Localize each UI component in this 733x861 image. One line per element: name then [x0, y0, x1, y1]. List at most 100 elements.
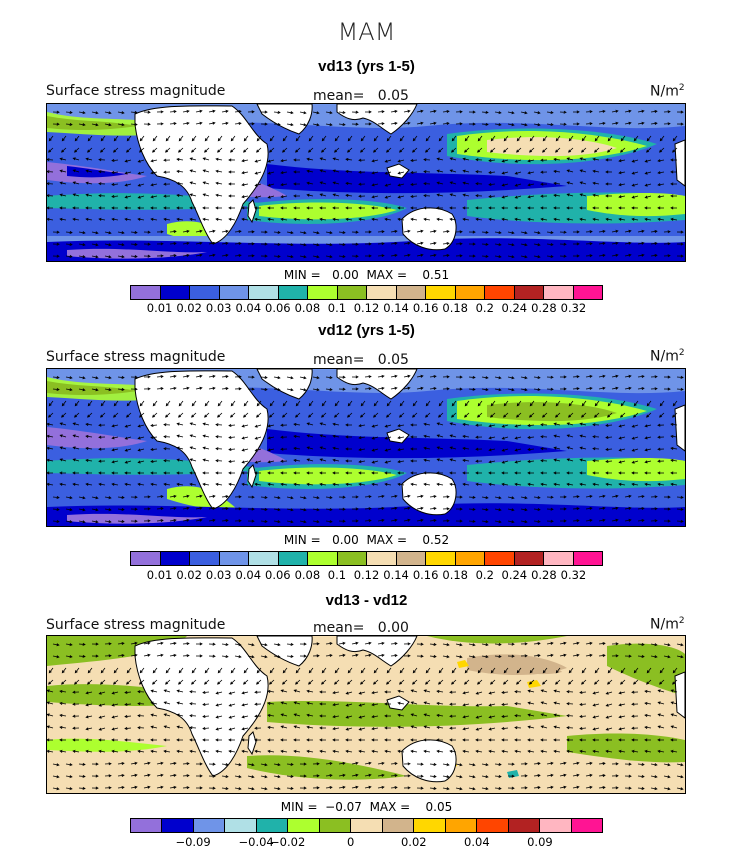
- stress-vector-arrow: [450, 147, 457, 153]
- stress-vector-arrow: [358, 460, 366, 464]
- stress-vector-arrow: [520, 786, 528, 790]
- stress-vector-arrow: [644, 701, 652, 705]
- stress-vector-arrow: [203, 679, 210, 685]
- stress-vector-arrow: [177, 412, 184, 418]
- stress-vector-arrow: [488, 170, 496, 175]
- stress-vector-arrow: [182, 774, 190, 778]
- stress-vector-arrow: [644, 471, 652, 475]
- stress-vector-arrow: [319, 193, 327, 197]
- stress-vector-arrow: [255, 679, 262, 685]
- stress-vector-arrow: [137, 482, 145, 486]
- stress-vector-arrow: [163, 689, 171, 693]
- stress-vector-arrow: [72, 726, 80, 730]
- stress-vector-arrow: [520, 123, 528, 127]
- stress-vector-arrow: [189, 157, 197, 161]
- stress-vector-arrow: [425, 667, 431, 674]
- stress-vector-arrow: [137, 171, 145, 175]
- stress-vector-arrow: [403, 241, 411, 245]
- stress-vector-arrow: [91, 231, 99, 235]
- stress-vector-arrow: [514, 206, 522, 210]
- stress-vector-arrow: [351, 773, 359, 777]
- stress-vector-arrow: [676, 643, 684, 647]
- stress-vector-arrow: [606, 412, 613, 418]
- stress-vector-arrow: [624, 374, 632, 378]
- stress-vector-arrow: [85, 738, 93, 742]
- stress-vector-arrow: [345, 749, 353, 753]
- stress-vector-arrow: [156, 761, 164, 765]
- stress-vector-arrow: [268, 412, 275, 418]
- stress-vector-arrow: [150, 701, 158, 705]
- stress-vector-arrow: [567, 147, 574, 153]
- stress-vector-arrow: [247, 387, 255, 391]
- stress-vector-arrow: [273, 655, 281, 659]
- stress-vector-arrow: [533, 243, 541, 247]
- stress-vector-arrow: [527, 701, 535, 705]
- stress-vector-arrow: [215, 206, 223, 210]
- stress-vector-arrow: [299, 654, 307, 658]
- stress-vector-arrow: [47, 679, 54, 685]
- stress-vector-arrow: [657, 206, 665, 210]
- stress-vector-arrow: [423, 217, 431, 221]
- stress-vector-arrow: [267, 183, 275, 187]
- stress-vector-arrow: [364, 242, 372, 246]
- stress-vector-arrow: [611, 374, 619, 378]
- stress-vector-arrow: [306, 725, 314, 729]
- stress-vector-arrow: [230, 135, 236, 142]
- stress-vector-arrow: [572, 641, 580, 645]
- stress-vector-arrow: [572, 507, 580, 511]
- stress-vector-arrow: [228, 738, 236, 742]
- stress-vector-arrow: [202, 422, 210, 426]
- stress-vector-arrow: [579, 422, 587, 426]
- stress-vector-arrow: [437, 412, 444, 418]
- stress-vector-arrow: [572, 387, 580, 391]
- stress-vector-arrow: [494, 123, 502, 127]
- stress-vector-arrow: [280, 689, 288, 693]
- stress-vector-arrow: [176, 181, 184, 185]
- stress-vector-arrow: [137, 159, 145, 163]
- stress-vector-arrow: [462, 727, 470, 731]
- stress-vector-arrow: [650, 519, 658, 523]
- stress-vector-arrow: [178, 667, 184, 674]
- stress-vector-arrow: [658, 679, 665, 685]
- stress-vector-arrow: [254, 195, 262, 199]
- stress-vector-arrow: [607, 667, 613, 674]
- stress-vector-arrow: [364, 110, 372, 114]
- stress-vector-arrow: [501, 195, 509, 199]
- colorbar-box: [455, 286, 485, 299]
- stress-vector-arrow: [475, 749, 483, 753]
- stress-vector-arrow: [195, 109, 203, 113]
- stress-vector-arrow: [78, 123, 86, 127]
- stress-vector-arrow: [254, 738, 262, 742]
- stress-vector-arrow: [293, 446, 301, 450]
- stress-vector-arrow: [546, 641, 554, 645]
- stress-vector-arrow: [436, 749, 444, 753]
- stress-vector-arrow: [559, 507, 567, 511]
- stress-vector-arrow: [169, 773, 177, 777]
- stress-vector-arrow: [78, 376, 86, 380]
- stress-vector-arrow: [247, 110, 255, 114]
- stress-vector-arrow: [204, 667, 210, 674]
- stress-vector-arrow: [267, 206, 275, 210]
- stress-vector-arrow: [358, 182, 366, 186]
- colorbar-box: [219, 286, 249, 299]
- stress-vector-arrow: [618, 715, 626, 719]
- stress-vector-arrow: [332, 749, 340, 753]
- stress-vector-arrow: [481, 496, 489, 500]
- panel-2-map: [46, 368, 686, 527]
- stress-vector-arrow: [47, 217, 54, 221]
- stress-vector-arrow: [130, 519, 138, 523]
- stress-vector-arrow: [215, 738, 223, 742]
- stress-vector-arrow: [325, 519, 333, 524]
- panel-2-colorbar: [130, 551, 603, 566]
- stress-vector-arrow: [273, 388, 281, 392]
- stress-vector-arrow: [156, 495, 164, 499]
- stress-vector-arrow: [164, 679, 171, 685]
- stress-vector-arrow: [611, 229, 619, 233]
- stress-vector-arrow: [156, 375, 164, 379]
- stress-vector-arrow: [468, 110, 476, 114]
- stress-vector-arrow: [585, 110, 593, 114]
- stress-vector-arrow: [494, 786, 502, 790]
- stress-vector-arrow: [645, 412, 652, 418]
- stress-vector-arrow: [659, 135, 665, 142]
- stress-vector-arrow: [47, 158, 54, 162]
